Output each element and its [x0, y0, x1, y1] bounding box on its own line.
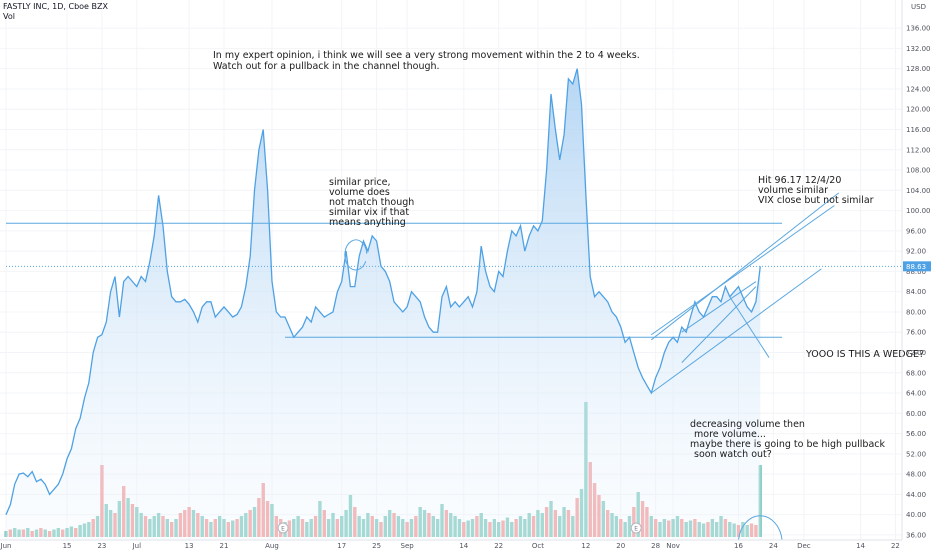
last-price-badge	[903, 261, 931, 272]
earnings-marker-glyph: E	[281, 526, 285, 533]
y-tick-label: 128.00	[906, 65, 931, 73]
x-tick-label: 15	[63, 542, 72, 550]
wedge-lower-line	[681, 286, 757, 363]
y-tick-label: 72.00	[906, 349, 926, 357]
volume-label: Vol	[3, 12, 15, 21]
y-tick-label: 36.00	[906, 531, 926, 539]
x-tick-label: 25	[372, 542, 381, 550]
note-line: YOOO IS THIS A WEDGE?	[805, 349, 924, 360]
y-tick-label: 88.00	[906, 268, 926, 276]
y-tick-label: 100.00	[906, 207, 931, 215]
y-tick-label: 44.00	[906, 491, 926, 499]
note-line: Hit 96.17 12/4/20	[758, 175, 841, 186]
x-tick-label: Dec	[797, 542, 811, 550]
note-line: In my expert opinion, i think we will se…	[213, 50, 640, 61]
channel-outer-line	[650, 205, 835, 336]
note-line: not match though	[329, 197, 414, 208]
x-tick-label: 13	[185, 542, 194, 550]
y-tick-label: 120.00	[906, 106, 931, 114]
x-tick-label: 14	[459, 542, 468, 550]
x-tick-label: 12	[581, 542, 590, 550]
y-tick-label: 116.00	[906, 126, 931, 134]
y-tick-label: 68.00	[906, 369, 926, 377]
x-tick-label: Sep	[401, 542, 415, 550]
note-line: means anything	[329, 217, 406, 228]
x-tick-label: 17	[337, 542, 346, 550]
earnings-marker-icon	[630, 522, 642, 534]
note-line: volume does	[329, 187, 390, 198]
x-tick-label: Jul	[132, 542, 142, 550]
y-tick-label: 108.00	[906, 167, 931, 175]
y-tick-label: 48.00	[906, 471, 926, 479]
y-tick-label: 124.00	[906, 85, 931, 93]
x-tick-label: 22	[494, 542, 503, 550]
volume-highlight-arc	[737, 515, 783, 541]
wedge-question-note: YOOO IS THIS A WEDGE?	[805, 349, 924, 360]
y-tick-label: 56.00	[906, 430, 926, 438]
note-line: volume similar	[758, 185, 828, 196]
y-tick-label: 64.00	[906, 390, 926, 398]
y-tick-label: 112.00	[906, 146, 931, 154]
note-line: VIX close but not similar	[758, 195, 874, 206]
price-line	[5, 68, 761, 515]
note-line: decreasing volume then	[690, 419, 805, 430]
x-tick-label: Nov	[666, 542, 680, 550]
last-price-label: 88.63	[906, 263, 926, 271]
y-tick-label: 136.00	[906, 25, 931, 33]
wedge-upper-line	[681, 281, 757, 333]
price-axis[interactable]: 36.00 40.00 44.00 48.00 52.00 56.00 60.00 64.00…	[903, 25, 931, 540]
decreasing-volume-note: decreasing volume then more volume... mayb…	[690, 419, 885, 460]
y-tick-label: 52.00	[906, 450, 926, 458]
y-tick-label: 40.00	[906, 511, 926, 519]
x-tick-label: 22	[891, 542, 900, 550]
y-tick-label: 84.00	[906, 288, 926, 296]
x-tick-label: Jun	[0, 542, 11, 550]
symbol-header: FASTLY INC, 1D, Cboe BZX	[3, 2, 108, 11]
y-tick-label: 96.00	[906, 227, 926, 235]
currency-label: USD	[911, 3, 926, 11]
channel-upper-line	[650, 192, 840, 341]
y-tick-label: 104.00	[906, 187, 931, 195]
x-tick-label: 28	[651, 542, 660, 550]
drawing-lines	[6, 192, 902, 541]
arrow-line	[729, 296, 770, 358]
y-tick-label: 92.00	[906, 248, 926, 256]
annotations: In my expert opinion, i think we will se…	[213, 50, 924, 460]
y-tick-label: 60.00	[906, 410, 926, 418]
x-tick-label: 21	[220, 542, 229, 550]
note-line: similar price,	[329, 177, 391, 188]
note-line: more volume...	[694, 429, 766, 440]
note-line: similar vix if that	[329, 207, 409, 218]
x-tick-label: 20	[616, 542, 625, 550]
y-tick-label: 80.00	[906, 308, 926, 316]
channel-lower-line	[650, 268, 822, 394]
hit-note: Hit 96.17 12/4/20 volume similar VIX close…	[758, 175, 874, 206]
y-tick-label: 76.00	[906, 329, 926, 337]
time-axis[interactable]: Jun 15 23 Jul 13 21 Aug 17 25 Sep 14 22 Oct 12 20 28 Nov…	[0, 542, 900, 550]
x-tick-label: Aug	[265, 542, 279, 550]
highlight-circle	[344, 239, 368, 271]
price-area-fill	[6, 68, 761, 540]
y-tick-label: 132.00	[906, 45, 931, 53]
note-line: maybe there is going to be high pullback	[690, 439, 885, 450]
earnings-marker-icon	[277, 522, 289, 534]
note-line: soon watch out?	[694, 449, 772, 460]
x-tick-label: 24	[769, 542, 778, 550]
similar-price-note: similar price, volume does not match thoug…	[329, 177, 414, 228]
x-tick-label: 23	[97, 542, 106, 550]
x-tick-label: 14	[856, 542, 865, 550]
note-line: Watch out for a pullback in the channel …	[213, 61, 440, 72]
price-area	[5, 68, 761, 540]
x-tick-label: 16	[734, 542, 743, 550]
earnings-marker-glyph: E	[634, 526, 638, 533]
expert-opinion-note: In my expert opinion, i think we will se…	[213, 50, 640, 72]
x-tick-label: Oct	[532, 542, 544, 550]
